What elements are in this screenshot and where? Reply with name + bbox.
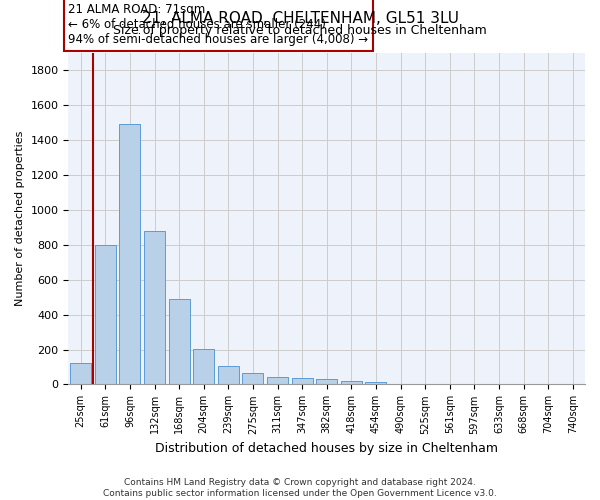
Bar — [193, 348, 214, 384]
Bar — [218, 366, 239, 384]
Y-axis label: Number of detached properties: Number of detached properties — [15, 131, 25, 306]
Bar — [292, 378, 313, 384]
Bar — [119, 124, 140, 384]
Text: 21, ALMA ROAD, CHELTENHAM, GL51 3LU: 21, ALMA ROAD, CHELTENHAM, GL51 3LU — [142, 11, 458, 26]
Bar — [169, 299, 190, 384]
Bar — [95, 244, 116, 384]
X-axis label: Distribution of detached houses by size in Cheltenham: Distribution of detached houses by size … — [155, 442, 498, 455]
Bar — [365, 382, 386, 384]
Text: Contains HM Land Registry data © Crown copyright and database right 2024.
Contai: Contains HM Land Registry data © Crown c… — [103, 478, 497, 498]
Text: 21 ALMA ROAD: 71sqm
← 6% of detached houses are smaller (244)
94% of semi-detach: 21 ALMA ROAD: 71sqm ← 6% of detached hou… — [68, 3, 368, 46]
Bar — [70, 362, 91, 384]
Bar — [341, 381, 362, 384]
Bar — [144, 230, 165, 384]
Bar — [316, 379, 337, 384]
Bar — [242, 373, 263, 384]
Text: Size of property relative to detached houses in Cheltenham: Size of property relative to detached ho… — [113, 24, 487, 37]
Bar — [267, 378, 288, 384]
